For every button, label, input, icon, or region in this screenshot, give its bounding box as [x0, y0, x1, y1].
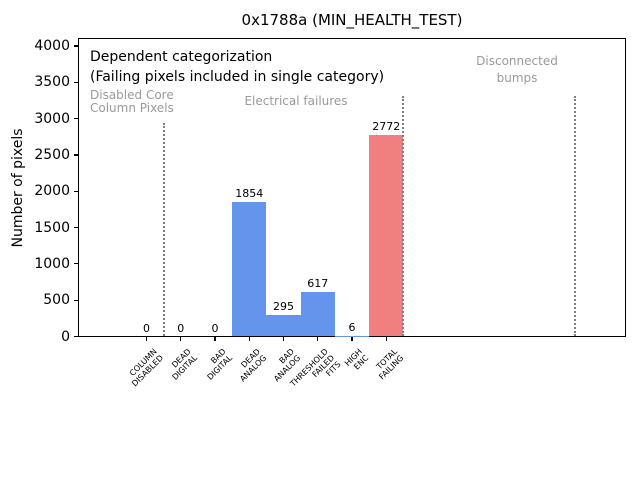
y-tick-mark	[74, 154, 78, 156]
x-tick-label: COLUMN DISABLED	[127, 347, 166, 389]
x-tick-label: BAD DIGITAL	[205, 347, 234, 382]
y-tick-label: 3500	[34, 74, 70, 91]
value-label: 0	[177, 321, 185, 335]
x-tick-mark	[385, 336, 387, 341]
annotation-failing-pixels-note: (Failing pixels included in single categ…	[90, 69, 385, 85]
y-tick-label: 1500	[34, 219, 70, 236]
annotation-dependent-categorization: Dependent categorization	[90, 49, 273, 65]
x-tick-label: HIGH ENC	[343, 347, 371, 372]
value-label: 2772	[372, 120, 401, 134]
annotation-electrical-failures: Electrical failures	[244, 94, 348, 108]
annotation-disconnected-bumps: Disconnected bumps	[476, 54, 558, 85]
x-tick-mark	[180, 336, 182, 341]
bar	[266, 315, 301, 337]
y-tick-mark	[74, 226, 78, 229]
x-tick-label: TOTAL FAILING	[374, 347, 405, 382]
y-tick-label: 2000	[34, 183, 70, 200]
y-tick-mark	[74, 299, 78, 301]
value-label: 0	[143, 321, 150, 335]
y-tick-label: 2500	[34, 146, 70, 163]
x-tick-mark	[317, 336, 319, 341]
y-tick-label: 0	[61, 328, 70, 345]
separator-line	[402, 95, 405, 337]
x-tick-mark	[282, 336, 285, 341]
bar	[369, 135, 404, 337]
y-tick-mark	[74, 45, 78, 47]
y-tick-mark	[74, 118, 78, 120]
y-tick-mark	[74, 81, 78, 83]
y-tick-label: 3000	[34, 110, 70, 127]
y-tick-mark	[74, 335, 78, 338]
x-tick-mark	[214, 336, 216, 341]
separator-line	[573, 95, 576, 337]
x-tick-label: DEAD DIGITAL	[170, 347, 200, 382]
value-label: 6	[348, 321, 356, 335]
x-tick-label: DEAD ANALOG	[237, 347, 268, 384]
plot-area	[78, 38, 626, 337]
annotation-disabled-core-column-pixels: Disabled Core Column Pixels	[90, 88, 174, 115]
value-label: 0	[211, 321, 219, 335]
separator-line	[162, 122, 165, 337]
x-tick-mark	[248, 336, 250, 341]
x-tick-mark	[145, 336, 148, 341]
bar	[232, 201, 267, 337]
value-label: 295	[273, 300, 294, 314]
x-tick-mark	[351, 336, 353, 341]
chart-title: 0x1788a (MIN_HEALTH_TEST)	[241, 11, 463, 29]
bar	[300, 291, 335, 337]
value-label: 617	[307, 276, 329, 290]
value-label: 1854	[235, 186, 264, 200]
y-tick-label: 4000	[34, 38, 70, 54]
y-tick-label: 500	[43, 292, 70, 309]
y-tick-mark	[74, 263, 78, 265]
y-tick-label: 1000	[34, 255, 70, 272]
y-tick-mark	[74, 190, 78, 192]
